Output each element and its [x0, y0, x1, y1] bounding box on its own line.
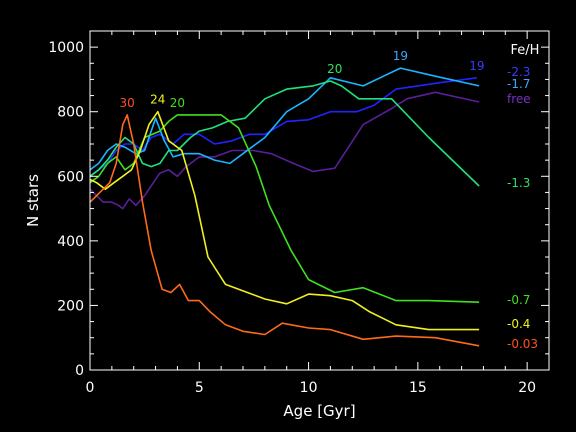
x-tick-label: 20	[518, 380, 536, 396]
y-tick-label: 1000	[48, 40, 84, 56]
series-line-6	[89, 114, 480, 347]
y-tick-label: 0	[75, 363, 84, 379]
x-tick-label: 15	[409, 380, 427, 396]
y-tick-label: 200	[57, 298, 84, 314]
legend-title: Fe/H	[511, 43, 540, 58]
peak-label-2-0: 19	[393, 49, 408, 63]
peak-label-4-0: 20	[170, 96, 185, 110]
series-line-1	[89, 77, 478, 177]
x-tick-label: 0	[86, 380, 95, 396]
series-line-4	[89, 114, 480, 303]
legend-label-0: free	[507, 92, 531, 106]
x-tick-label: 5	[195, 380, 204, 396]
x-tick-label: 10	[300, 380, 318, 396]
y-axis-label: N stars	[24, 174, 42, 227]
y-tick-label: 400	[57, 234, 84, 250]
x-axis-label: Age [Gyr]	[283, 402, 355, 420]
peak-label-1-0: 19	[469, 59, 484, 73]
peak-label-5-0: 24	[150, 93, 165, 107]
series-line-0	[89, 91, 480, 210]
series-line-2	[89, 67, 480, 171]
series-line-5	[89, 110, 480, 331]
legend-label-5: -0.4	[507, 317, 530, 331]
plot-frame	[89, 30, 550, 371]
series-line-3	[89, 80, 480, 187]
labels-layer: Fe/H free -2.3 19 -1.7 19 -1.3 20 -0.7 20 -0.4 24 -0…	[120, 43, 540, 351]
peak-label-6-0: 30	[120, 96, 135, 110]
legend-label-2: -1.7	[507, 77, 530, 91]
legend-label-1: -2.3	[507, 65, 530, 79]
y-tick-label: 600	[57, 169, 84, 185]
y-tick-label: 800	[57, 105, 84, 121]
legend-label-3: -1.3	[507, 176, 530, 190]
peak-label-3-0: 20	[327, 62, 342, 76]
series-layer	[89, 67, 480, 347]
legend-label-4: -0.7	[507, 293, 530, 307]
legend-label-6: -0.03	[507, 337, 538, 351]
